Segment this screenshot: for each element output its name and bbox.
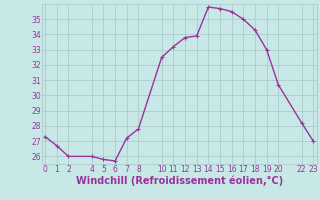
X-axis label: Windchill (Refroidissement éolien,°C): Windchill (Refroidissement éolien,°C) <box>76 175 283 186</box>
